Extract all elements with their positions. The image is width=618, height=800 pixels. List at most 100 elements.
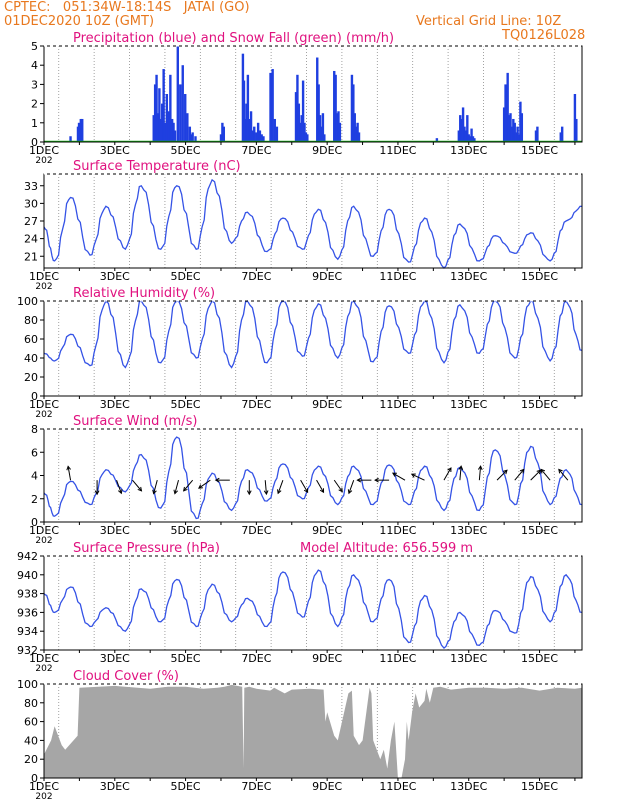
panel-4-ytick-label: 2 [31,493,38,506]
panel-2-title: Surface Temperature (nC) [73,159,241,174]
panel-2-series-line [43,178,583,269]
panel-4-xtick-label: 7DEC [241,524,271,537]
wind-arrow-head [277,489,282,495]
panel-5-ytick-label: 938 [17,588,38,601]
wind-arrow [411,473,425,481]
panel-2-ytick-label: 33 [24,180,38,193]
precip-bar [191,132,194,142]
panel-3-data [43,299,583,369]
panel-4-ytick-label: 8 [31,423,38,436]
precip-bar [467,134,470,142]
precip-bar [514,132,518,142]
precip-bar [81,118,84,142]
precip-bar [219,134,223,142]
wind-arrow-head [477,465,483,471]
panel-5-frame [43,555,583,651]
precip-bar [243,118,247,142]
precip-bar [262,136,265,142]
panel-3-xtick-label: 1DEC [29,398,59,411]
wind-arrow [132,479,142,492]
panel-5-ytick-label: 940 [17,569,38,582]
panel-3-frame [43,300,583,397]
wind-arrow [540,469,551,481]
panel-5-plot-area [44,556,582,650]
panel-4-xtick-label: 5DEC [171,524,201,537]
precip-bar [172,122,175,142]
precip-bar [464,130,468,142]
precip-bar [79,118,83,142]
precip-bar [271,69,274,142]
precip-bar [163,122,167,142]
precip-bar [153,84,157,142]
panel-4-xtick-label: 3DEC [100,524,130,537]
panel-1-ytick-label: 3 [31,78,38,91]
wind-arrow [198,479,211,489]
panel-5-series-line [43,569,583,650]
precip-bar [303,122,306,142]
precip-bar [173,130,177,142]
panel-2-ytick-label: 24 [24,233,38,246]
panel-4-ytick-label: 6 [31,446,38,459]
wind-arrow-head [303,488,309,494]
precip-bar [190,134,193,142]
precip-bar [158,88,161,142]
wind-arrow-head [214,477,220,483]
precip-bar [354,126,358,142]
precip-bar [461,107,465,142]
panel-2-xtick-label: 9DEC [312,270,342,283]
panel-4-xtick-label: 15DEC [521,524,558,537]
panel-4-ytick-label: 0 [31,516,38,529]
precip-bar [317,84,320,142]
precip-bar [300,115,303,142]
panel-5-subtitle: Model Altitude: 656.599 m [300,541,473,556]
panel-4-series-line [43,436,583,520]
precip-bar [470,128,473,142]
panel-3-xtick-label: 15DEC [521,398,558,411]
precip-bar [161,103,164,142]
panel-1-frame [43,45,583,143]
wind-arrow [277,479,284,494]
panel-6-xtick-label: 3DEC [100,780,130,793]
panel-1-ytick-label: 0 [31,136,38,149]
wind-arrow [459,466,462,481]
precip-bar [194,136,197,142]
panel-6-xtick-label: 1DEC [29,780,59,793]
precip-bar [460,118,463,142]
wind-arrow [300,479,309,493]
panel-4-xtick-label: 1DEC [29,524,59,537]
precip-bar [159,118,163,142]
precip-bar [333,70,336,142]
precip-bar [338,122,342,142]
panel-3-series-line [43,299,583,369]
panel-1-plot-area [44,46,582,142]
wind-arrow [392,472,406,481]
wind-arrow-head [94,490,100,496]
precip-bar [165,94,169,142]
panel-2-data [43,178,583,269]
panel-1-ytick-label: 5 [31,40,38,53]
cloud-cover-area [44,684,582,778]
precip-bar [297,103,301,142]
panel-4-data [43,436,583,520]
precip-bar [255,132,258,142]
panel-5-ytick-label: 942 [17,550,38,563]
wind-arrow-head [198,484,203,489]
wind-arrow-head [536,469,542,475]
wind-arrow [116,479,122,494]
panel-1-data [44,46,582,143]
panel-4-ytick-label: 4 [31,470,38,483]
precip-bar [249,111,253,142]
header-datetime: 01DEC2020 10Z (GMT) [4,14,155,29]
header-model-code: TQ0126L028 [502,28,586,43]
precip-bar [301,80,305,142]
wind-arrow [530,469,541,481]
precip-bar [304,132,308,142]
wind-arrow-head [558,468,563,474]
panel-5-ytick-label: 936 [17,606,38,619]
panel-6-xtick-label: 9DEC [312,780,342,793]
precip-bar [463,126,466,142]
precip-bar [323,134,326,142]
precip-bar [188,126,192,142]
precip-bar [275,126,279,142]
panel-3-xtick-label: 11DEC [379,398,416,411]
